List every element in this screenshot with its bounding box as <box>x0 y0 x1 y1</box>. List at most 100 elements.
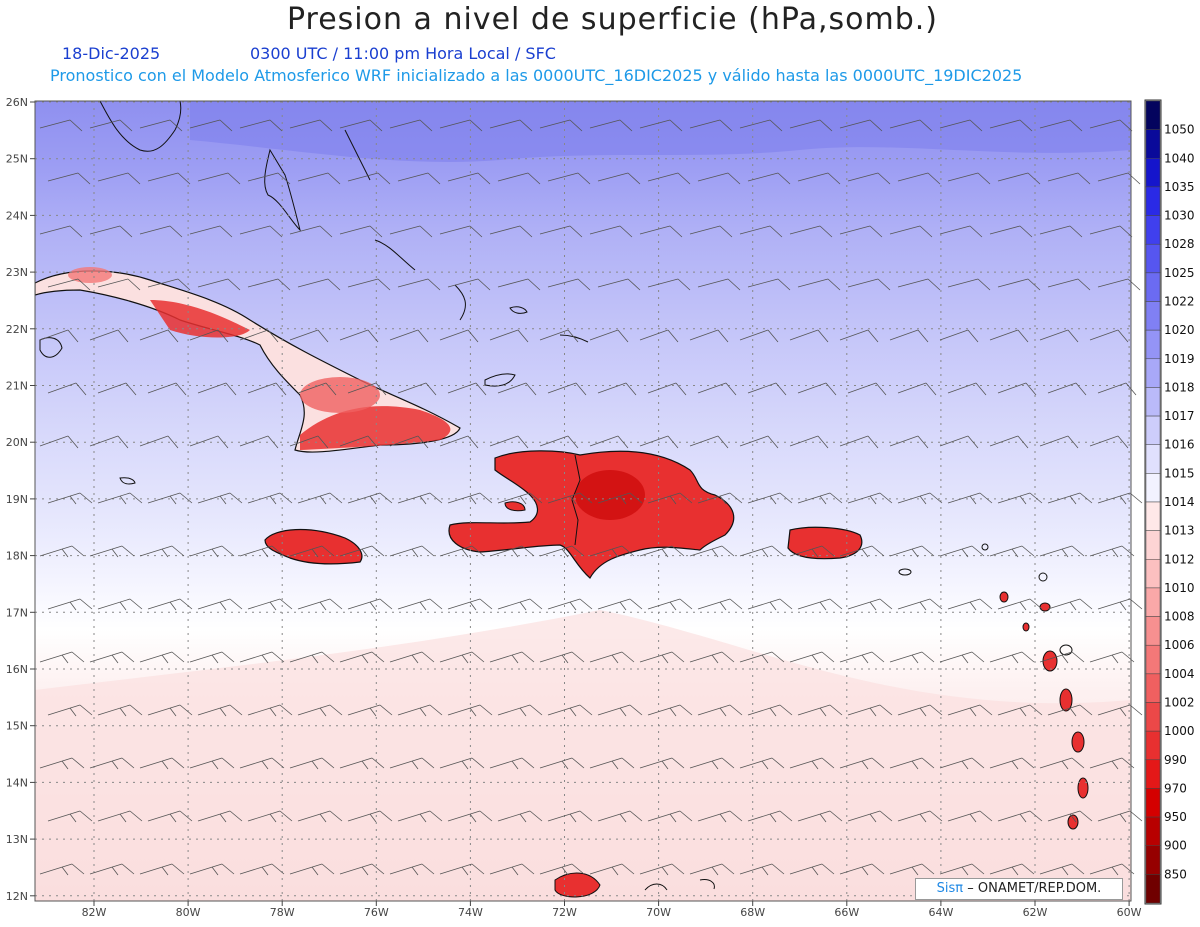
wind-barb <box>689 545 735 558</box>
wind-barb <box>247 704 293 717</box>
colorbar-label: 970 <box>1164 781 1187 795</box>
wind-barb <box>989 545 1035 558</box>
wind-barb <box>947 492 993 505</box>
wind-barb <box>339 757 385 770</box>
wind-barb <box>639 651 685 664</box>
wind-barb <box>197 704 243 717</box>
wind-barb <box>339 863 385 876</box>
wind-barb <box>839 651 885 664</box>
map-title: Presion a nivel de superficie (hPa,somb.… <box>286 2 939 37</box>
wind-barb <box>439 863 485 876</box>
wind-barb <box>547 492 593 505</box>
wind-barb <box>139 651 185 664</box>
wind-barb <box>639 329 679 343</box>
colorbar-swatch <box>1145 616 1161 646</box>
wind-barb <box>97 704 143 717</box>
colorbar-swatch <box>1145 730 1161 761</box>
wind-barb <box>547 598 593 611</box>
wind-barb <box>839 757 885 770</box>
wind-barb <box>47 172 91 185</box>
wind-barb <box>997 704 1043 717</box>
wind-barb <box>989 329 1029 343</box>
wind-barb <box>497 492 543 505</box>
wind-barb <box>847 704 893 717</box>
wind-barb <box>889 225 933 238</box>
wind-barb <box>347 704 393 717</box>
lat-tick-label: 25N <box>6 153 28 166</box>
wind-barb <box>939 225 983 238</box>
wind-barb <box>397 278 441 291</box>
wind-barb <box>339 119 383 132</box>
wind-barb <box>89 545 135 558</box>
bahamas-outline <box>39 101 715 898</box>
wind-barb <box>389 329 429 343</box>
wind-barb <box>839 863 885 876</box>
wind-barb <box>397 704 443 717</box>
wind-barb <box>389 225 433 238</box>
wind-barb <box>197 598 243 611</box>
colorbar-swatch <box>1145 415 1161 445</box>
wind-barb <box>289 651 335 664</box>
wind-barb <box>647 704 693 717</box>
wind-barb <box>339 329 379 343</box>
high-pressure-band <box>190 101 1131 162</box>
colorbar-swatch <box>1145 530 1161 560</box>
wind-barb <box>689 225 733 238</box>
wind-barb <box>747 492 793 505</box>
wind-barb <box>39 545 85 558</box>
wind-barb <box>897 278 941 291</box>
wind-barb <box>889 545 935 558</box>
wind-barb <box>247 598 293 611</box>
wind-barb <box>947 810 993 823</box>
lon-tick-label: 60W <box>1117 906 1142 919</box>
lon-tick-label: 80W <box>176 906 201 919</box>
wind-barb <box>789 329 829 343</box>
wind-barb <box>397 172 441 185</box>
lon-tick-label: 68W <box>740 906 765 919</box>
lat-tick-label: 15N <box>6 720 28 733</box>
wind-barb <box>1047 278 1091 291</box>
lon-tick-label: 78W <box>270 906 295 919</box>
wind-barb <box>1039 757 1085 770</box>
wind-barb <box>89 329 129 343</box>
wind-barb <box>439 225 483 238</box>
valid-time: 0300 UTC / 11:00 pm Hora Local / SFC <box>250 44 556 63</box>
colorbar-label: 850 <box>1164 867 1187 881</box>
wind-barb <box>389 651 435 664</box>
colorbar-swatch <box>1145 158 1161 188</box>
wind-barb <box>189 119 233 132</box>
wind-barb <box>297 382 337 396</box>
lon-tick-label: 62W <box>1023 906 1048 919</box>
colorbar-label: 1016 <box>1164 438 1195 452</box>
wind-barb <box>1089 757 1135 770</box>
wind-barbs <box>39 119 1143 876</box>
wind-barb <box>139 329 179 343</box>
wind-barb <box>789 435 829 449</box>
colorbar-swatch <box>1145 129 1161 159</box>
wind-barb <box>39 863 85 876</box>
wind-barb <box>597 172 641 185</box>
wind-barb <box>339 545 385 558</box>
wind-barb <box>189 545 235 558</box>
wind-barb <box>589 545 635 558</box>
wind-barb <box>797 598 843 611</box>
cuba-low-pressure <box>150 300 451 450</box>
colorbar-swatch <box>1145 559 1161 589</box>
wind-barb <box>339 651 385 664</box>
wind-barb <box>147 810 193 823</box>
wind-barb <box>797 704 843 717</box>
lon-tick-label: 72W <box>552 906 577 919</box>
wind-barb <box>447 598 493 611</box>
colorbar-swatch <box>1145 702 1161 732</box>
wind-barb <box>889 863 935 876</box>
wind-barb <box>297 810 343 823</box>
wind-barb <box>97 492 143 505</box>
wind-barb <box>1089 651 1135 664</box>
wind-barb <box>197 382 237 396</box>
wind-barb <box>547 810 593 823</box>
wind-barb <box>897 598 943 611</box>
wind-barb <box>739 651 785 664</box>
wind-barb <box>197 278 241 291</box>
colorbar-label: 1015 <box>1164 466 1195 480</box>
lat-tick-label: 16N <box>6 663 28 676</box>
